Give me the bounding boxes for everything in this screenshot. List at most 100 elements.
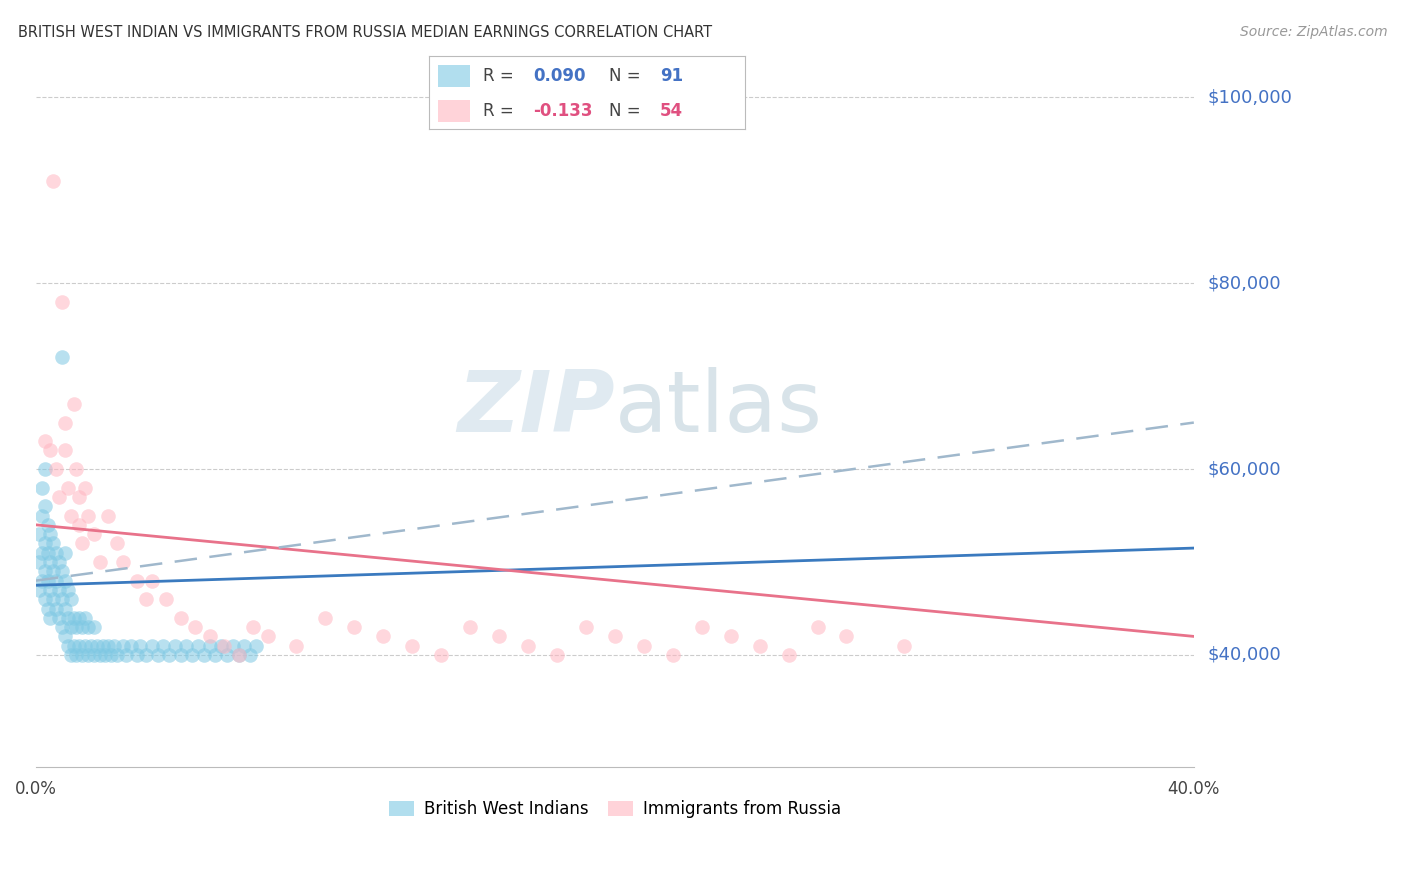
Point xyxy=(517,639,540,653)
Point xyxy=(89,555,111,569)
Point xyxy=(157,648,180,662)
Point xyxy=(48,611,70,625)
Point xyxy=(37,517,59,532)
Point xyxy=(72,648,94,662)
Text: $40,000: $40,000 xyxy=(1208,646,1281,664)
Point xyxy=(89,648,111,662)
Point xyxy=(690,620,713,634)
Point xyxy=(748,639,770,653)
Point xyxy=(51,620,73,634)
Point xyxy=(53,416,76,430)
Point xyxy=(77,620,100,634)
Point xyxy=(314,611,336,625)
Point xyxy=(835,629,858,643)
Point xyxy=(75,611,97,625)
Point xyxy=(37,574,59,588)
Point xyxy=(65,462,87,476)
Point xyxy=(83,527,105,541)
Point xyxy=(633,639,655,653)
Point xyxy=(155,592,177,607)
Point xyxy=(430,648,453,662)
Point xyxy=(53,546,76,560)
Point xyxy=(34,592,56,607)
Point xyxy=(86,639,108,653)
Point xyxy=(170,611,193,625)
Point xyxy=(42,564,65,578)
Point xyxy=(661,648,683,662)
Point xyxy=(31,481,53,495)
Point xyxy=(170,648,193,662)
Point xyxy=(72,536,94,550)
Point xyxy=(42,174,65,188)
Point xyxy=(209,639,232,653)
Point xyxy=(121,639,143,653)
Point xyxy=(97,508,120,523)
Text: 0.090: 0.090 xyxy=(533,67,586,85)
Point xyxy=(893,639,915,653)
Point xyxy=(343,620,366,634)
Text: ZIP: ZIP xyxy=(457,368,614,450)
Point xyxy=(53,601,76,615)
Point xyxy=(39,555,62,569)
Point xyxy=(28,555,51,569)
Point xyxy=(34,434,56,449)
Point xyxy=(42,536,65,550)
Point xyxy=(458,620,481,634)
Point xyxy=(34,462,56,476)
Point xyxy=(80,639,103,653)
Point xyxy=(51,351,73,365)
Point xyxy=(176,639,198,653)
Point xyxy=(45,462,67,476)
Point xyxy=(135,592,157,607)
Point xyxy=(51,592,73,607)
Point xyxy=(575,620,598,634)
Point xyxy=(62,397,84,411)
Point xyxy=(77,648,100,662)
Text: R =: R = xyxy=(482,102,513,120)
Point xyxy=(127,648,149,662)
Point xyxy=(56,481,79,495)
Point xyxy=(228,648,250,662)
Text: $60,000: $60,000 xyxy=(1208,460,1281,478)
Point xyxy=(242,620,264,634)
Point xyxy=(39,611,62,625)
Point xyxy=(91,639,114,653)
Text: R =: R = xyxy=(482,67,513,85)
Point xyxy=(245,639,267,653)
Point xyxy=(100,648,122,662)
Point xyxy=(187,639,209,653)
Point xyxy=(228,648,250,662)
Point xyxy=(105,648,128,662)
Point xyxy=(62,639,84,653)
Point xyxy=(59,592,82,607)
Point xyxy=(204,648,226,662)
Point xyxy=(48,555,70,569)
Text: BRITISH WEST INDIAN VS IMMIGRANTS FROM RUSSIA MEDIAN EARNINGS CORRELATION CHART: BRITISH WEST INDIAN VS IMMIGRANTS FROM R… xyxy=(18,25,713,40)
Point xyxy=(806,620,828,634)
Point xyxy=(34,500,56,514)
Point xyxy=(152,639,174,653)
Point xyxy=(65,648,87,662)
Point xyxy=(239,648,262,662)
Point xyxy=(37,546,59,560)
Point xyxy=(83,648,105,662)
Point xyxy=(59,508,82,523)
Point xyxy=(103,639,125,653)
Point xyxy=(146,648,169,662)
Point xyxy=(488,629,510,643)
Point xyxy=(546,648,568,662)
Point xyxy=(163,639,186,653)
Point xyxy=(75,639,97,653)
Point xyxy=(39,527,62,541)
Point xyxy=(53,443,76,458)
Point xyxy=(141,639,163,653)
Point xyxy=(720,629,742,643)
Text: atlas: atlas xyxy=(614,368,823,450)
Point xyxy=(39,443,62,458)
Point xyxy=(193,648,215,662)
Point xyxy=(97,639,120,653)
Point xyxy=(67,639,90,653)
Point xyxy=(127,574,149,588)
Point xyxy=(48,582,70,597)
Point xyxy=(28,582,51,597)
